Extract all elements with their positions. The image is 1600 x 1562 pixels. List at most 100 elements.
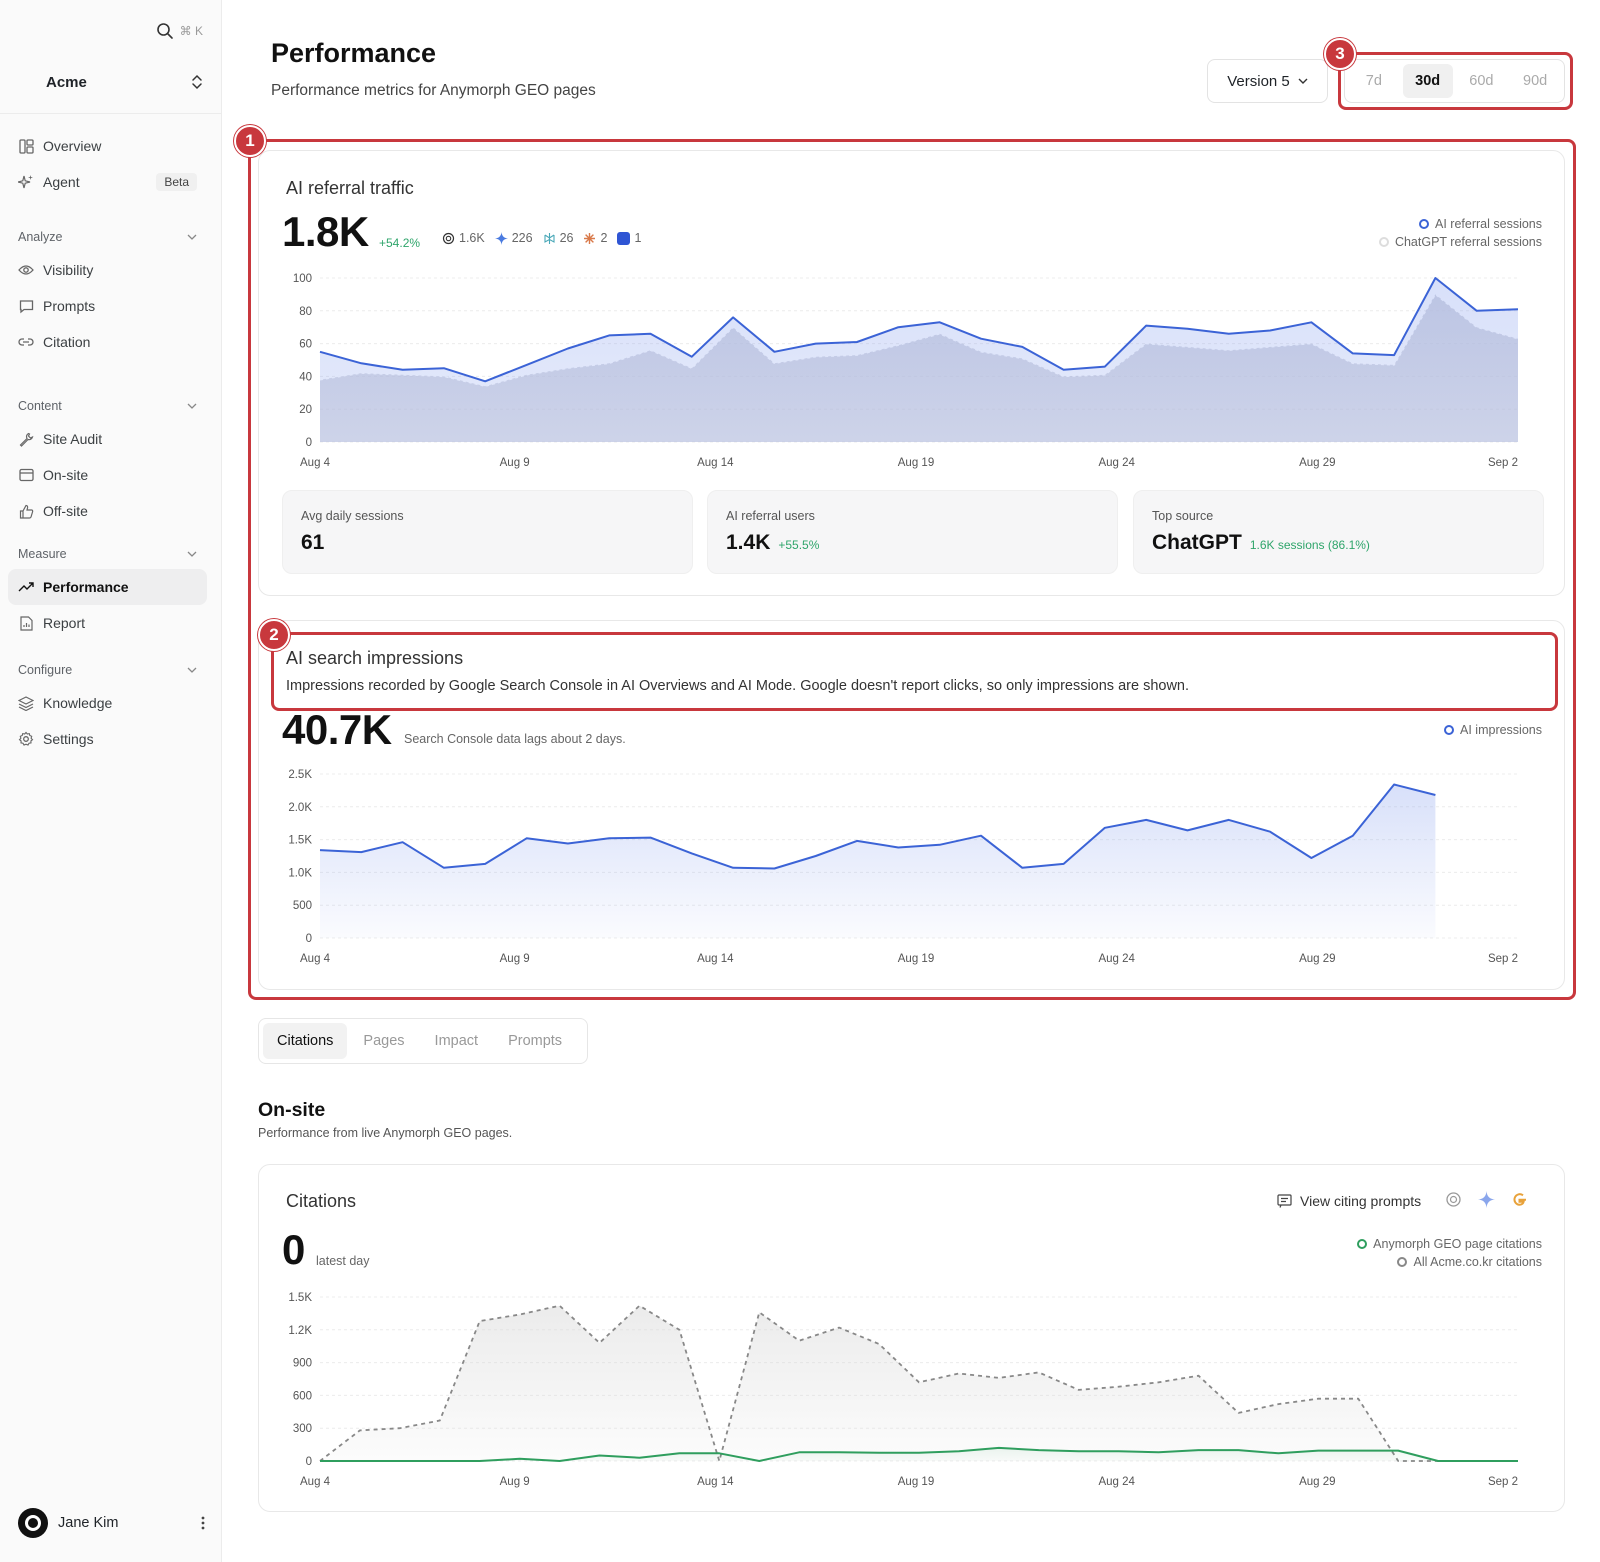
x-tick-label: Aug 9 bbox=[500, 953, 530, 965]
nav-section-measure: Measure Performance Report bbox=[8, 529, 207, 641]
x-tick-label: Aug 9 bbox=[500, 457, 530, 469]
y-tick-label: 2.0K bbox=[288, 802, 312, 814]
nav-item-overview[interactable]: Overview bbox=[8, 128, 207, 164]
tab-prompts[interactable]: Prompts bbox=[508, 1033, 563, 1049]
series-line bbox=[319, 1304, 1518, 1462]
x-tick-label: Aug 29 bbox=[1299, 953, 1335, 965]
referral-delta: +54.2% bbox=[379, 236, 421, 250]
onsite-title: On-site bbox=[258, 1099, 326, 1121]
legend-item[interactable]: AI referral sessions bbox=[1379, 215, 1542, 233]
source-gemini: 226 bbox=[494, 231, 533, 245]
stat-label: Top source bbox=[1152, 509, 1214, 523]
source-value: 1 bbox=[634, 231, 642, 245]
tab-impact[interactable]: Impact bbox=[434, 1033, 479, 1049]
section-header-configure[interactable]: Configure bbox=[8, 655, 207, 685]
y-tick-label: 1.0K bbox=[288, 867, 312, 879]
annotation-badge-2: 2 bbox=[258, 619, 290, 651]
nav-item-on-site[interactable]: On-site bbox=[8, 457, 207, 493]
legend-label: AI impressions bbox=[1460, 723, 1542, 737]
nav-item-visibility[interactable]: Visibility bbox=[8, 252, 207, 288]
stat-card-avg-sessions: Avg daily sessions 61 bbox=[282, 490, 693, 574]
x-tick-label: Sep 2 bbox=[1488, 1476, 1518, 1488]
wrench-icon bbox=[18, 431, 34, 447]
openai-icon[interactable] bbox=[1445, 1191, 1462, 1208]
nav-item-report[interactable]: Report bbox=[8, 605, 207, 641]
nav-item-site-audit[interactable]: Site Audit bbox=[8, 421, 207, 457]
search-trigger[interactable]: ⌘ K bbox=[156, 22, 203, 40]
nav-item-settings[interactable]: Settings bbox=[8, 721, 207, 757]
range-30d[interactable]: 30d bbox=[1402, 64, 1453, 98]
google-icon[interactable] bbox=[1511, 1191, 1528, 1208]
range-60d[interactable]: 60d bbox=[1469, 73, 1494, 89]
x-tick-label: Sep 2 bbox=[1488, 457, 1518, 469]
legend-dot bbox=[1419, 219, 1430, 229]
legend-label: AI referral sessions bbox=[1435, 217, 1542, 231]
gemini-icon[interactable] bbox=[1478, 1191, 1495, 1208]
y-tick-label: 80 bbox=[299, 306, 312, 318]
legend-dot bbox=[1444, 725, 1455, 735]
workspace-switcher[interactable]: Acme bbox=[20, 64, 203, 100]
stat-label: AI referral users bbox=[726, 509, 815, 523]
view-citing-prompts-button[interactable]: View citing prompts bbox=[1277, 1193, 1421, 1209]
x-tick-label: Aug 29 bbox=[1299, 1476, 1335, 1488]
nav-label: Performance bbox=[43, 579, 129, 595]
legend-item[interactable]: All Acme.co.kr citations bbox=[1357, 1253, 1542, 1271]
section-header-measure[interactable]: Measure bbox=[8, 539, 207, 569]
x-tick-label: Aug 24 bbox=[1098, 457, 1135, 469]
nav-item-agent[interactable]: Agent Beta bbox=[8, 164, 207, 200]
search-icon bbox=[156, 23, 173, 39]
chevron-down-icon bbox=[1298, 78, 1308, 84]
y-tick-label: 1.5K bbox=[288, 835, 312, 847]
stat-number: 1.4K bbox=[726, 531, 771, 554]
user-menu[interactable]: Jane Kim bbox=[18, 1506, 205, 1540]
range-7d[interactable]: 7d bbox=[1365, 73, 1382, 89]
y-tick-label: 300 bbox=[293, 1423, 312, 1435]
nav-item-knowledge[interactable]: Knowledge bbox=[8, 685, 207, 721]
stat-card-referral-users: AI referral users 1.4K +55.5% bbox=[707, 490, 1118, 574]
legend-item[interactable]: Anymorph GEO page citations bbox=[1357, 1235, 1542, 1253]
legend-item[interactable]: ChatGPT referral sessions bbox=[1378, 233, 1542, 251]
stat-value: 1.4K +55.5% bbox=[726, 531, 819, 555]
section-title: Content bbox=[18, 399, 62, 413]
nav-item-performance[interactable]: Performance bbox=[8, 569, 207, 605]
workspace-name: Acme bbox=[46, 73, 87, 91]
chevron-down-icon bbox=[187, 667, 197, 673]
range-selector: 7d 30d 60d 90d bbox=[1344, 59, 1565, 103]
legend-item[interactable]: AI impressions bbox=[1444, 721, 1542, 739]
report-icon bbox=[18, 615, 34, 631]
tab-pages[interactable]: Pages bbox=[363, 1033, 405, 1049]
sparkle-icon bbox=[18, 174, 34, 190]
tab-citations[interactable]: Citations bbox=[263, 1023, 348, 1059]
x-tick-label: Aug 9 bbox=[500, 1476, 530, 1488]
overview-icon bbox=[18, 138, 34, 154]
page-title: Performance bbox=[271, 38, 437, 68]
y-tick-label: 0 bbox=[306, 437, 312, 449]
series-area bbox=[320, 278, 1518, 442]
referral-title: AI referral traffic bbox=[286, 178, 414, 198]
y-tick-label: 60 bbox=[299, 339, 312, 351]
section-header-content[interactable]: Content bbox=[8, 391, 207, 421]
more-vertical-icon[interactable] bbox=[201, 1516, 205, 1530]
nav-top: Overview Agent Beta bbox=[8, 128, 207, 200]
stat-number: 61 bbox=[301, 531, 325, 554]
impressions-chart: 0 500 1.0K 1.5K 2.0K 2.5K Aug 4 Aug 9 Aug 14 Aug … bbox=[288, 769, 1518, 965]
nav-item-citation[interactable]: Citation bbox=[8, 324, 207, 360]
nav-item-prompts[interactable]: Prompts bbox=[8, 288, 207, 324]
stat-label: Avg daily sessions bbox=[301, 509, 404, 523]
legend-dot bbox=[1357, 1239, 1368, 1249]
x-tick-label: Aug 14 bbox=[697, 953, 734, 965]
impressions-note: Search Console data lags about 2 days. bbox=[404, 732, 626, 746]
nav-label: Knowledge bbox=[43, 695, 113, 711]
x-tick-label: Aug 4 bbox=[300, 457, 331, 469]
range-90d[interactable]: 90d bbox=[1523, 73, 1548, 89]
nav-section-configure: Configure Knowledge Settings bbox=[8, 645, 207, 757]
version-select[interactable]: Version 5 bbox=[1207, 59, 1328, 103]
nav-label: Off-site bbox=[43, 503, 88, 519]
x-tick-label: Aug 19 bbox=[898, 457, 934, 469]
stat-number: ChatGPT bbox=[1152, 531, 1242, 554]
section-header-analyze[interactable]: Analyze bbox=[8, 222, 207, 252]
nav-label: On-site bbox=[43, 467, 89, 483]
legend-label: ChatGPT referral sessions bbox=[1394, 235, 1542, 249]
series-area bbox=[320, 1305, 1518, 1461]
nav-item-off-site[interactable]: Off-site bbox=[8, 493, 207, 529]
